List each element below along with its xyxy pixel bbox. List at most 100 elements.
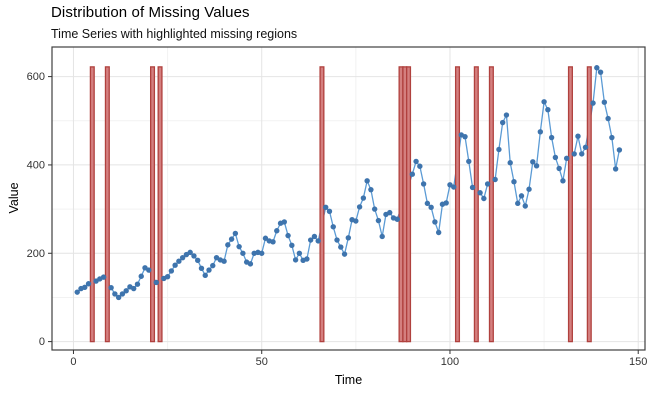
missing-region-bar (104, 66, 110, 343)
data-point (612, 166, 619, 172)
missing-region-bar (586, 66, 592, 343)
data-point (409, 171, 416, 177)
missing-region-bar (567, 66, 573, 343)
missing-region-bar (406, 66, 412, 343)
data-point (326, 208, 333, 215)
data-point (609, 134, 615, 141)
data-point (228, 236, 235, 242)
data-point (360, 195, 367, 201)
data-point (115, 294, 122, 301)
data-point (270, 239, 276, 245)
data-point (451, 184, 457, 190)
missing-region-bar (149, 66, 156, 343)
data-point (187, 249, 193, 256)
data-point (533, 163, 540, 169)
chart-subtitle: Time Series with highlighted missing reg… (51, 27, 298, 41)
data-point (492, 176, 498, 183)
data-point (420, 181, 427, 187)
data-point (379, 233, 385, 240)
data-point (240, 250, 246, 256)
data-point (195, 257, 201, 264)
x-tick-label: 50 (256, 356, 268, 368)
data-point (289, 242, 295, 249)
data-point (236, 243, 242, 250)
data-point (552, 154, 559, 161)
data-point (417, 163, 423, 169)
data-point (247, 261, 254, 267)
data-point (597, 69, 604, 75)
data-point (560, 178, 566, 184)
data-point (307, 237, 314, 243)
data-point (164, 273, 171, 280)
data-point (594, 65, 600, 71)
data-point (315, 238, 321, 244)
missing-region-bar (488, 66, 494, 343)
data-point (281, 219, 288, 225)
data-point (601, 99, 608, 105)
y-tick-label: 400 (27, 159, 45, 171)
data-point (198, 265, 205, 271)
data-point (210, 262, 216, 269)
data-point (119, 291, 126, 297)
data-point (515, 200, 521, 207)
data-point (341, 251, 348, 257)
missing-region-bar (454, 66, 461, 343)
data-point (123, 288, 129, 294)
data-point (146, 267, 152, 273)
data-point (108, 285, 114, 291)
data-point (432, 219, 438, 225)
data-point (172, 262, 178, 268)
data-point (131, 285, 137, 292)
y-tick-label: 600 (27, 71, 45, 83)
data-point (262, 235, 269, 241)
data-point (296, 250, 303, 256)
data-point (304, 256, 310, 262)
data-point (511, 179, 517, 185)
data-point (496, 146, 502, 153)
data-point (82, 284, 88, 290)
plot-panel (52, 47, 645, 350)
data-point (518, 193, 525, 199)
data-point (582, 144, 589, 150)
data-point (413, 158, 419, 165)
data-point (507, 160, 513, 166)
data-point (469, 184, 476, 191)
data-point (112, 291, 118, 297)
data-point (330, 224, 336, 230)
missing-region-bar (319, 66, 325, 343)
data-point (274, 228, 280, 234)
data-point (387, 209, 393, 216)
data-point (605, 115, 611, 122)
data-point (484, 181, 491, 187)
data-point (168, 268, 175, 274)
data-point (206, 267, 212, 273)
x-tick-label: 0 (70, 356, 76, 368)
data-point (537, 129, 544, 135)
data-point (375, 217, 382, 224)
data-point (74, 289, 80, 295)
data-point (579, 151, 585, 157)
data-point (368, 186, 374, 193)
data-point (548, 134, 555, 141)
data-point (443, 200, 449, 206)
y-axis-title: Value (7, 182, 21, 214)
data-point (556, 165, 562, 172)
x-axis-title: Time (334, 373, 363, 387)
data-point (545, 107, 551, 113)
chart-title: Distribution of Missing Values (51, 4, 250, 21)
data-point (435, 229, 442, 236)
data-point (85, 281, 92, 287)
data-point (571, 151, 577, 157)
data-point (292, 257, 299, 263)
data-point (466, 158, 472, 165)
missing-region-bar (473, 66, 479, 343)
data-point (499, 119, 506, 126)
data-point (179, 254, 186, 261)
data-point (616, 147, 623, 153)
data-point (191, 253, 197, 259)
data-point (424, 200, 431, 207)
data-point (259, 250, 265, 256)
data-point (590, 100, 596, 106)
data-point (202, 272, 208, 279)
